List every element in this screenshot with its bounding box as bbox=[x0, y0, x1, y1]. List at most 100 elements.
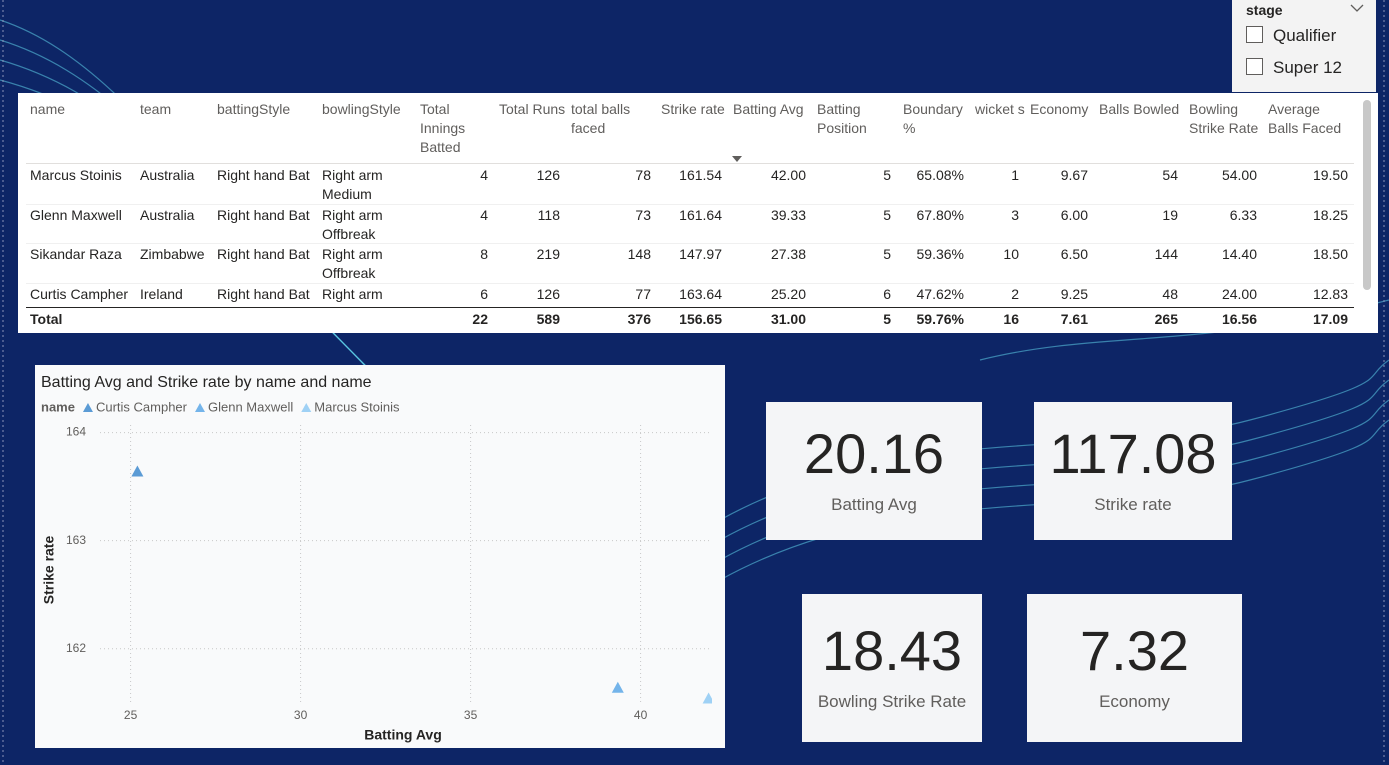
header-rule bbox=[26, 163, 1354, 164]
kpi-value: 7.32 bbox=[1080, 619, 1189, 682]
kpi-label: Batting Avg bbox=[831, 495, 917, 514]
option-label[interactable]: Qualifier bbox=[1273, 26, 1337, 45]
slicer-option[interactable]: Qualifier bbox=[1246, 26, 1336, 46]
table-cell: 126 bbox=[536, 286, 560, 302]
kpi-label: Bowling Strike Rate bbox=[817, 692, 967, 711]
total-cell: 31.00 bbox=[770, 311, 806, 327]
column-header[interactable]: total balls faced bbox=[571, 101, 631, 136]
table-cell: 6.50 bbox=[1060, 246, 1088, 262]
table-cell: 3 bbox=[1011, 207, 1019, 223]
x-tick-label: 25 bbox=[124, 708, 138, 722]
column-header[interactable]: battingStyle bbox=[217, 101, 291, 117]
column-header[interactable]: Boundary % bbox=[903, 101, 963, 136]
scatter-point bbox=[702, 692, 712, 704]
table-cell: Right arm Medium bbox=[322, 167, 383, 202]
table-cell: 219 bbox=[536, 246, 560, 262]
table-cell: Right hand Bat bbox=[217, 286, 310, 302]
column-header[interactable]: Economy bbox=[1030, 101, 1089, 117]
column-header[interactable]: Balls Bowled bbox=[1099, 101, 1180, 117]
total-cell: 16 bbox=[1003, 311, 1019, 327]
scrollbar[interactable] bbox=[1363, 100, 1371, 290]
table-cell: 73 bbox=[635, 207, 651, 223]
table-cell: 126 bbox=[536, 167, 560, 183]
scatter-point bbox=[611, 681, 624, 693]
column-header[interactable]: Bowling Strike Rate bbox=[1189, 101, 1259, 136]
table-cell: 8 bbox=[480, 246, 488, 262]
legend-label: Marcus Stoinis bbox=[314, 399, 400, 414]
x-tick-label: 40 bbox=[634, 708, 648, 722]
total-cell: 22 bbox=[472, 311, 488, 327]
table-cell: 4 bbox=[480, 207, 488, 223]
table-cell: 4 bbox=[480, 167, 488, 183]
scatter-visual: Batting Avg and Strike rate by name and … bbox=[35, 365, 725, 748]
table-cell: 161.54 bbox=[679, 167, 722, 183]
legend-marker bbox=[301, 403, 312, 412]
legend-label: Glenn Maxwell bbox=[208, 399, 293, 414]
table-cell: 12.83 bbox=[1312, 286, 1348, 302]
table-cell: 14.40 bbox=[1221, 246, 1257, 262]
slicer-chevron[interactable] bbox=[1350, 3, 1364, 13]
column-header[interactable]: wicket s bbox=[975, 101, 1025, 117]
column-header[interactable]: Total Runs bbox=[499, 101, 566, 117]
x-axis-title: Batting Avg bbox=[364, 727, 442, 743]
chart-title: Batting Avg and Strike rate by name and … bbox=[41, 374, 372, 391]
sort-indicator bbox=[732, 156, 742, 162]
kpi-label: Economy bbox=[1099, 692, 1170, 711]
column-header[interactable]: bowlingStyle bbox=[322, 101, 401, 117]
table-cell: 24.00 bbox=[1221, 286, 1257, 302]
y-tick-label: 162 bbox=[66, 641, 86, 655]
column-header[interactable]: Batting Avg bbox=[733, 101, 804, 117]
table-cell: 59.36% bbox=[916, 246, 964, 262]
table-cell: 6.00 bbox=[1060, 207, 1088, 223]
kpi-card: 18.43 Bowling Strike Rate bbox=[802, 594, 982, 742]
kpi-value: 18.43 bbox=[821, 619, 963, 682]
x-tick-label: 35 bbox=[464, 708, 478, 722]
table-cell: 9.25 bbox=[1060, 286, 1088, 302]
table-cell: 65.08% bbox=[916, 167, 964, 183]
table-cell: Right hand Bat bbox=[217, 207, 310, 223]
column-header[interactable]: Total Innings Batted bbox=[420, 101, 466, 155]
column-header[interactable]: team bbox=[140, 101, 172, 117]
table-cell: 10 bbox=[1003, 246, 1019, 262]
scatter-chart: Batting Avg and Strike rate by name and … bbox=[41, 374, 712, 743]
table-cell: 27.38 bbox=[770, 246, 806, 262]
table-cell: Right hand Bat bbox=[217, 246, 310, 262]
option-label[interactable]: Super 12 bbox=[1273, 58, 1342, 77]
column-header[interactable]: name bbox=[30, 101, 66, 117]
kpi-card: 117.08 Strike rate bbox=[1034, 402, 1232, 540]
row-rule bbox=[26, 204, 1354, 205]
stage-slicer: stage Qualifier Super 12 bbox=[1232, 0, 1376, 92]
total-cell: 376 bbox=[627, 311, 651, 327]
table-cell: 163.64 bbox=[679, 286, 722, 302]
table-cell: Right arm Offbreak bbox=[322, 207, 383, 242]
table-cell: 6.33 bbox=[1229, 207, 1257, 223]
kpi-card: 20.16 Batting Avg bbox=[766, 402, 982, 540]
table-cell: 1 bbox=[1011, 167, 1019, 183]
checkbox[interactable] bbox=[1246, 26, 1263, 43]
table-cell: 118 bbox=[537, 207, 560, 223]
legend-marker bbox=[195, 403, 205, 412]
total-cell: 156.65 bbox=[679, 311, 722, 327]
table-cell: Ireland bbox=[140, 286, 183, 302]
table-cell: 148 bbox=[627, 246, 651, 262]
column-header[interactable]: Average Balls Faced bbox=[1268, 101, 1342, 136]
table-cell: 25.20 bbox=[770, 286, 806, 302]
table-cell: 54 bbox=[1162, 167, 1178, 183]
table-cell: 39.33 bbox=[770, 207, 806, 223]
table-cell: 42.00 bbox=[770, 167, 806, 183]
table-cell: 19 bbox=[1162, 207, 1178, 223]
total-cell: 5 bbox=[883, 311, 891, 327]
table-cell: Zimbabwe bbox=[140, 246, 205, 262]
table-cell: 18.25 bbox=[1312, 207, 1348, 223]
total-cell: 16.56 bbox=[1221, 311, 1257, 327]
table-cell: 161.64 bbox=[679, 207, 722, 223]
legend-marker bbox=[82, 403, 93, 412]
table-cell: Australia bbox=[140, 207, 195, 223]
checkbox[interactable] bbox=[1246, 58, 1263, 75]
column-header[interactable]: Strike rate bbox=[661, 101, 725, 117]
total-cell: 7.61 bbox=[1060, 311, 1088, 327]
table-cell: Glenn Maxwell bbox=[30, 207, 122, 223]
column-header[interactable]: Batting Position bbox=[817, 101, 867, 136]
table-cell: 54.00 bbox=[1221, 167, 1257, 183]
slicer-option[interactable]: Super 12 bbox=[1246, 58, 1342, 78]
